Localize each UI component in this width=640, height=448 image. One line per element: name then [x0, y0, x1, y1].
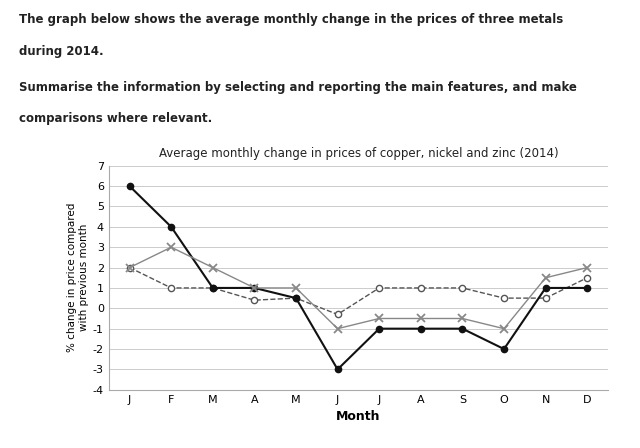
Title: Average monthly change in prices of copper, nickel and zinc (2014): Average monthly change in prices of copp…	[159, 147, 558, 160]
Text: comparisons where relevant.: comparisons where relevant.	[19, 112, 212, 125]
X-axis label: Month: Month	[336, 410, 381, 423]
Text: Summarise the information by selecting and reporting the main features, and make: Summarise the information by selecting a…	[19, 81, 577, 94]
Text: The graph below shows the average monthly change in the prices of three metals: The graph below shows the average monthl…	[19, 13, 563, 26]
Text: during 2014.: during 2014.	[19, 45, 104, 58]
Y-axis label: % change in price compared
with previous month: % change in price compared with previous…	[67, 203, 89, 353]
